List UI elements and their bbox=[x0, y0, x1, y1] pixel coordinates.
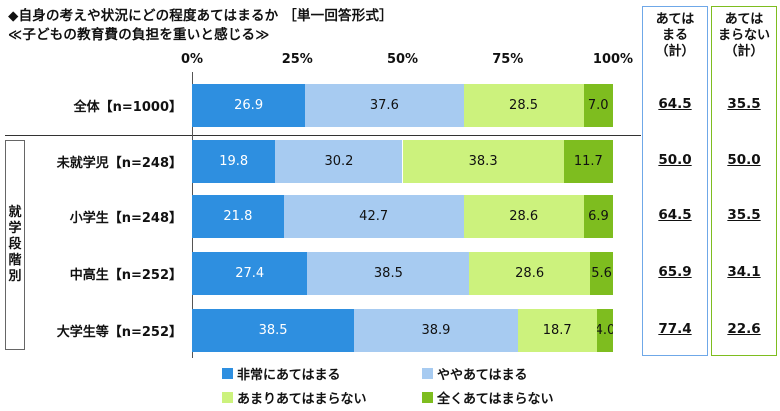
category-label: 未就学児【n=248】 bbox=[56, 156, 182, 171]
bar-segment: 38.3 bbox=[402, 139, 564, 183]
bar-data-label: 27.4 bbox=[235, 265, 265, 281]
legend-label: 全くあてはまらない bbox=[437, 392, 554, 407]
category-label: 中高生【n=252】 bbox=[69, 268, 182, 283]
bar-data-label: 42.7 bbox=[359, 208, 389, 224]
bar-data-label: 28.5 bbox=[509, 97, 538, 113]
bar-segment: 38.5 bbox=[192, 308, 355, 352]
summary-header-applies: あては まる （計） bbox=[642, 12, 708, 60]
legend-item: 非常にあてはまる bbox=[222, 364, 422, 383]
legend-swatch bbox=[222, 392, 233, 403]
summary-box-not-applies bbox=[711, 6, 777, 356]
total-applies: 64.5 bbox=[658, 96, 692, 112]
bar-data-label: 19.8 bbox=[219, 153, 249, 169]
bar-data-label: 6.9 bbox=[588, 208, 609, 224]
bar-segment: 28.6 bbox=[469, 251, 590, 295]
summary-header-not-applies-line3: （計） bbox=[724, 44, 764, 59]
total-not-applies: 50.0 bbox=[727, 152, 761, 168]
total-applies: 50.0 bbox=[658, 152, 692, 168]
bar-data-label: 38.5 bbox=[258, 322, 288, 338]
summary-header-not-applies: あては まらない （計） bbox=[711, 12, 777, 60]
category-label: 全体【n=1000】 bbox=[73, 100, 182, 115]
group-separator bbox=[5, 135, 641, 136]
bar-segment: 28.5 bbox=[463, 83, 584, 127]
summary-box-applies bbox=[642, 6, 708, 356]
category-label: 大学生等【n=252】 bbox=[56, 325, 182, 340]
legend: 非常にあてはまる ややあてはまるあまりあてはまらない 全くあてはまらない bbox=[222, 364, 642, 408]
bar-segment: 6.9 bbox=[583, 194, 613, 238]
bar-segment: 26.9 bbox=[192, 83, 306, 127]
legend-label: ややあてはまる bbox=[437, 368, 528, 383]
legend-swatch bbox=[422, 368, 433, 379]
bar-segment: 18.7 bbox=[517, 308, 597, 352]
bar-segment: 38.5 bbox=[307, 251, 470, 295]
total-applies: 65.9 bbox=[658, 264, 692, 280]
legend-item: あまりあてはまらない bbox=[222, 388, 422, 407]
bar-data-label: 37.6 bbox=[369, 97, 399, 113]
x-tick-label: 75% bbox=[492, 52, 524, 67]
bar-segment: 4.0 bbox=[596, 308, 614, 352]
x-tick-label: 0% bbox=[180, 52, 204, 67]
legend-swatch bbox=[222, 368, 233, 379]
legend-item: 全くあてはまらない bbox=[422, 388, 622, 407]
category-label: 小学生【n=248】 bbox=[69, 211, 182, 226]
bar-data-label: 28.6 bbox=[509, 208, 539, 224]
bar-data-label: 26.9 bbox=[234, 97, 264, 113]
summary-header-applies-line3: （計） bbox=[655, 44, 695, 59]
summary-header-not-applies-line2: まらない bbox=[717, 28, 770, 43]
bar-data-label: 38.9 bbox=[421, 322, 451, 338]
total-not-applies: 35.5 bbox=[727, 207, 761, 223]
total-not-applies: 35.5 bbox=[727, 96, 761, 112]
bar-data-label: 7.0 bbox=[587, 97, 609, 113]
bar-data-label: 38.5 bbox=[373, 265, 403, 281]
chart-title-line2: ≪子どもの教育費の負担を重いと感じる≫ bbox=[8, 27, 270, 43]
legend-swatch bbox=[422, 392, 433, 403]
bar-segment: 5.6 bbox=[589, 251, 614, 295]
bar-segment: 42.7 bbox=[283, 194, 464, 238]
bar-segment: 37.6 bbox=[305, 83, 464, 127]
bar-segment: 19.8 bbox=[192, 139, 276, 183]
group-label: 就学段階別 bbox=[8, 205, 22, 284]
bar-segment: 27.4 bbox=[192, 251, 308, 295]
x-tick-label: 50% bbox=[386, 52, 419, 67]
bar-data-label: 18.7 bbox=[542, 322, 572, 338]
summary-header-applies-line1: あては bbox=[655, 12, 695, 27]
summary-header-not-applies-line1: あては bbox=[724, 12, 764, 27]
summary-header-applies-line2: まる bbox=[661, 28, 688, 43]
bar-data-label: 30.2 bbox=[324, 153, 354, 169]
bar-data-label: 5.6 bbox=[591, 265, 612, 281]
bar-data-label: 28.6 bbox=[515, 265, 545, 281]
total-not-applies: 22.6 bbox=[727, 321, 761, 337]
chart-title-line1: ◆自身の考えや状況にどの程度あてはまるか ［単一回答形式］ bbox=[8, 8, 393, 24]
bar-segment: 21.8 bbox=[192, 194, 284, 238]
total-applies: 64.5 bbox=[658, 207, 692, 223]
legend-grid: 非常にあてはまる ややあてはまるあまりあてはまらない 全くあてはまらない bbox=[222, 364, 642, 407]
bar-data-label: 4.0 bbox=[596, 322, 614, 338]
group-label-box: 就学段階別 bbox=[5, 140, 25, 350]
bar-data-label: 38.3 bbox=[468, 153, 498, 169]
legend-label: 非常にあてはまる bbox=[237, 368, 341, 383]
legend-label: あまりあてはまらない bbox=[237, 392, 367, 407]
total-applies: 77.4 bbox=[658, 321, 692, 337]
bar-segment: 38.9 bbox=[354, 308, 518, 352]
total-not-applies: 34.1 bbox=[727, 264, 761, 280]
bar-segment: 30.2 bbox=[275, 139, 403, 183]
bar-data-label: 21.8 bbox=[223, 208, 253, 224]
x-tick-label: 25% bbox=[281, 52, 313, 67]
bar-segment: 7.0 bbox=[583, 83, 613, 127]
bar-segment: 11.7 bbox=[563, 139, 613, 183]
legend-item: ややあてはまる bbox=[422, 364, 622, 383]
x-tick-label: 100% bbox=[592, 52, 634, 67]
bar-data-label: 11.7 bbox=[573, 153, 603, 169]
bar-segment: 28.6 bbox=[463, 194, 584, 238]
